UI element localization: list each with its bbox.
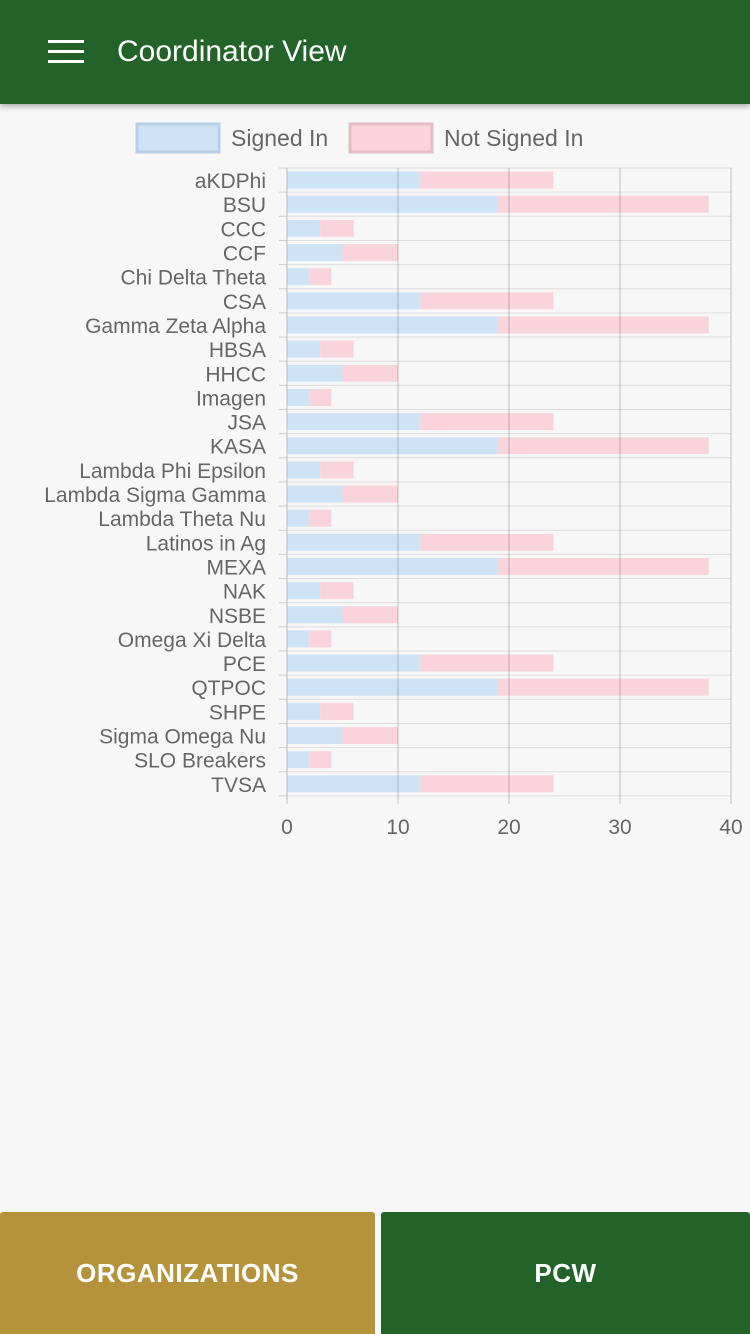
y-tick-label: Imagen bbox=[196, 387, 266, 410]
y-tick-label: NSBE bbox=[209, 605, 266, 628]
y-tick-label: CCF bbox=[223, 243, 266, 266]
y-tick-label: QTPOC bbox=[191, 677, 266, 700]
x-tick-label: 0 bbox=[281, 816, 293, 839]
bar-signed-in bbox=[287, 727, 343, 744]
bar-signed-in bbox=[287, 316, 498, 333]
bar-signed-in bbox=[287, 775, 420, 792]
bar-signed-in bbox=[287, 365, 343, 382]
bar-signed-in bbox=[287, 679, 498, 696]
y-tick-label: HBSA bbox=[209, 339, 266, 362]
bar-signed-in bbox=[287, 268, 309, 285]
y-tick-label: PCE bbox=[223, 653, 266, 676]
x-tick-label: 20 bbox=[497, 816, 520, 839]
bar-signed-in bbox=[287, 292, 420, 309]
bar-signed-in bbox=[287, 413, 420, 430]
bar-not-signed-in bbox=[420, 413, 553, 430]
bar-not-signed-in bbox=[309, 389, 331, 406]
y-tick-label: Latinos in Ag bbox=[146, 532, 266, 555]
bar-not-signed-in bbox=[320, 341, 353, 358]
y-tick-label: HHCC bbox=[205, 363, 266, 386]
y-tick-label: BSU bbox=[223, 194, 266, 217]
bar-signed-in bbox=[287, 486, 343, 503]
bar-signed-in bbox=[287, 461, 320, 478]
bar-not-signed-in bbox=[498, 437, 709, 454]
y-tick-label: Gamma Zeta Alpha bbox=[85, 315, 266, 338]
bar-not-signed-in bbox=[320, 582, 353, 599]
bar-not-signed-in bbox=[320, 220, 353, 237]
bar-signed-in bbox=[287, 558, 498, 575]
bar-not-signed-in bbox=[343, 486, 399, 503]
bar-not-signed-in bbox=[498, 196, 709, 213]
bar-not-signed-in bbox=[309, 268, 331, 285]
bar-not-signed-in bbox=[309, 630, 331, 647]
y-tick-label: SLO Breakers bbox=[134, 750, 266, 773]
y-tick-label: Lambda Sigma Gamma bbox=[44, 484, 266, 507]
bar-signed-in bbox=[287, 751, 309, 768]
bar-signed-in bbox=[287, 244, 343, 261]
bar-not-signed-in bbox=[343, 606, 399, 623]
x-tick-label: 30 bbox=[608, 816, 631, 839]
y-tick-label: NAK bbox=[223, 581, 266, 604]
y-tick-label: CSA bbox=[223, 291, 266, 314]
bar-not-signed-in bbox=[343, 365, 399, 382]
x-tick-label: 40 bbox=[719, 816, 742, 839]
bar-signed-in bbox=[287, 172, 420, 189]
bar-signed-in bbox=[287, 534, 420, 551]
bar-signed-in bbox=[287, 606, 343, 623]
app-bar: Coordinator View bbox=[0, 0, 750, 104]
bar-not-signed-in bbox=[420, 292, 553, 309]
y-tick-label: Sigma Omega Nu bbox=[99, 726, 266, 749]
legend-swatch-signed-in bbox=[137, 124, 219, 152]
bar-signed-in bbox=[287, 630, 309, 647]
bar-not-signed-in bbox=[420, 655, 553, 672]
y-tick-label: MEXA bbox=[206, 556, 266, 579]
y-tick-label: Lambda Phi Epsilon bbox=[79, 460, 266, 483]
bar-not-signed-in bbox=[309, 751, 331, 768]
bar-not-signed-in bbox=[498, 558, 709, 575]
bar-signed-in bbox=[287, 437, 498, 454]
bar-not-signed-in bbox=[343, 244, 399, 261]
hamburger-menu-icon bbox=[48, 40, 84, 64]
bar-not-signed-in bbox=[420, 775, 553, 792]
y-tick-label: CCC bbox=[221, 218, 267, 241]
bar-signed-in bbox=[287, 196, 498, 213]
bar-not-signed-in bbox=[498, 316, 709, 333]
y-tick-label: aKDPhi bbox=[195, 170, 266, 193]
y-tick-label: SHPE bbox=[209, 701, 266, 724]
stacked-bar-chart: Signed In Not Signed In aKDPhiBSUCCCCCFChi… bbox=[0, 104, 750, 864]
bar-signed-in bbox=[287, 510, 309, 527]
bar-not-signed-in bbox=[420, 534, 553, 551]
legend-label-signed-in: Signed In bbox=[231, 125, 328, 151]
legend-swatch-not-signed-in bbox=[350, 124, 432, 152]
bar-signed-in bbox=[287, 582, 320, 599]
bar-signed-in bbox=[287, 703, 320, 720]
bar-not-signed-in bbox=[498, 679, 709, 696]
y-tick-label: Chi Delta Theta bbox=[120, 267, 266, 290]
x-tick-label: 10 bbox=[386, 816, 409, 839]
chart-svg: Signed In Not Signed In aKDPhiBSUCCCCCFChi… bbox=[0, 104, 750, 864]
bar-not-signed-in bbox=[320, 703, 353, 720]
bar-not-signed-in bbox=[320, 461, 353, 478]
page-title: Coordinator View bbox=[117, 30, 347, 74]
bar-not-signed-in bbox=[420, 172, 553, 189]
bar-not-signed-in bbox=[309, 510, 331, 527]
y-tick-label: Omega Xi Delta bbox=[118, 629, 267, 652]
legend-label-not-signed-in: Not Signed In bbox=[444, 125, 583, 151]
y-tick-label: KASA bbox=[210, 436, 266, 459]
bar-signed-in bbox=[287, 389, 309, 406]
y-tick-label: JSA bbox=[227, 412, 266, 435]
bar-signed-in bbox=[287, 220, 320, 237]
organizations-button[interactable]: ORGANIZATIONS bbox=[0, 1212, 375, 1334]
y-tick-label: Lambda Theta Nu bbox=[98, 508, 266, 531]
pcw-button[interactable]: PCW bbox=[381, 1212, 750, 1334]
bar-signed-in bbox=[287, 655, 420, 672]
y-tick-label: TVSA bbox=[211, 774, 266, 797]
bar-signed-in bbox=[287, 341, 320, 358]
bar-not-signed-in bbox=[343, 727, 399, 744]
menu-button[interactable] bbox=[36, 28, 96, 76]
